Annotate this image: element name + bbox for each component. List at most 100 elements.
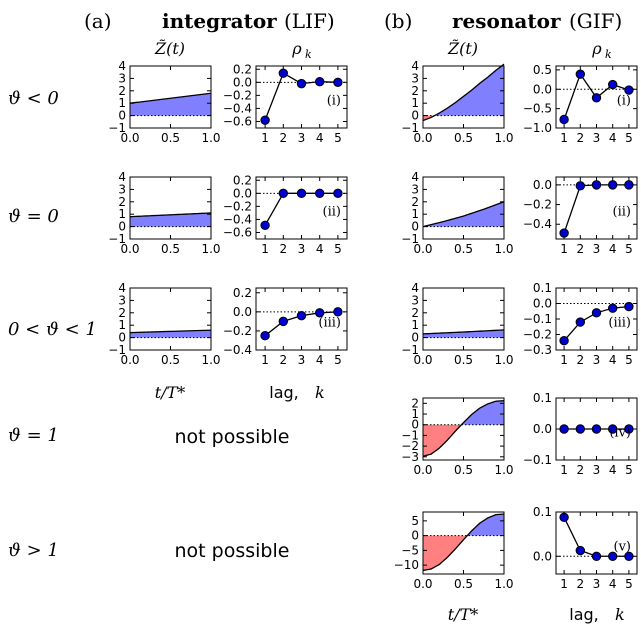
- y-tick-label: 2: [411, 84, 419, 98]
- xlabel-z-a: t/T*: [155, 383, 186, 402]
- col-title-z-b: Z̃(t): [447, 39, 478, 58]
- x-tick-label: 5: [334, 242, 342, 256]
- panel-annotation: (i): [617, 93, 631, 108]
- y-tick-label: −0.2: [223, 88, 252, 102]
- data-point-3: [296, 78, 307, 89]
- data-point-1: [559, 336, 569, 346]
- y-tick-label: 1: [411, 96, 419, 110]
- y-tick-label: −2: [401, 439, 419, 453]
- header-b-bold: resonator: [452, 9, 561, 33]
- y-tick-label: 0.2: [233, 62, 252, 76]
- y-tick-label: −0.6: [223, 114, 252, 128]
- x-tick-label: 5: [334, 131, 342, 145]
- x-tick-label: 0.0: [120, 131, 139, 145]
- y-tick-label: 4: [411, 281, 419, 295]
- x-tick-label: 0.5: [161, 131, 180, 145]
- data-point-3: [591, 551, 602, 561]
- y-tick-label: −0.4: [223, 212, 252, 226]
- panel-b5-rho: (v) 0.0 0.1 1 2 3 4 5: [533, 505, 638, 591]
- y-tick-label: −0.1: [523, 312, 552, 326]
- y-tick-label: −0.5: [523, 102, 552, 116]
- y-tick-label: 0.0: [233, 305, 252, 319]
- x-tick-label: 0.5: [454, 353, 473, 367]
- data-point-4: [315, 188, 325, 199]
- x-tick-label: 4: [316, 353, 324, 367]
- y-tick-label: −0.2: [223, 324, 252, 338]
- y-tick-label: 2: [118, 195, 126, 209]
- y-tick-label: 0.2: [233, 286, 252, 300]
- x-tick-label: 5: [625, 463, 633, 477]
- y-tick-label: 0.0: [233, 75, 252, 89]
- x-tick-label: 2: [576, 353, 584, 367]
- x-tick-label: 1.0: [494, 353, 513, 367]
- data-point-1: [260, 115, 270, 125]
- panel-annotation: (ii): [323, 204, 341, 219]
- x-tick-label: 2: [576, 463, 584, 477]
- y-tick-label: 0.0: [233, 186, 252, 200]
- row-label-2: ϑ = 0: [8, 206, 59, 227]
- x-tick-label: 0.5: [454, 242, 473, 256]
- panel-a3-rho: (iii) −0.4 −0.2 0.0 0.2 1 2 3 4 5: [223, 286, 348, 367]
- data-point-1: [559, 114, 569, 125]
- x-tick-label: 0.0: [413, 353, 432, 367]
- x-tick-label: 2: [279, 131, 287, 145]
- y-tick-label: 3: [118, 293, 126, 307]
- y-tick-label: 0: [411, 331, 419, 345]
- y-tick-label: 0: [411, 529, 419, 543]
- series-line: [129, 329, 212, 334]
- panel-annotation: (iii): [318, 315, 341, 330]
- y-tick-label: −1: [401, 428, 419, 442]
- y-tick-label: −0.2: [223, 199, 252, 213]
- y-tick-label: 0: [118, 331, 126, 345]
- panel-b2-rho: (ii) −0.4 −0.2 0.0 1 2 3 4 5: [523, 176, 638, 256]
- data-point-3: [296, 310, 307, 321]
- col-title-rho-b: ρ k: [591, 39, 612, 61]
- series-line: [422, 201, 505, 228]
- x-tick-label: 0.0: [120, 353, 139, 367]
- x-tick-label: 0.0: [413, 131, 432, 145]
- data-point-2: [575, 69, 585, 79]
- panel-a1-rho: (i) −0.6−0.4−0.20.00.2 1 2 3 4 5: [223, 62, 348, 145]
- panel-b1-rho: (i) −1.0 −0.5 0.0 0.5 1 2 3 4 5: [523, 63, 638, 145]
- header-b-rest: (GIF): [569, 9, 622, 33]
- x-tick-label: 2: [576, 242, 584, 256]
- axes-frame: [422, 287, 505, 351]
- y-tick-label: −1: [108, 232, 126, 246]
- y-tick-label: −10: [394, 558, 419, 572]
- xlabel-rho-prefix: lag,: [269, 383, 299, 402]
- x-tick-label: 0.5: [454, 131, 473, 145]
- y-tick-label: 4: [411, 59, 419, 73]
- xlabel-rho-prefix: lag,: [569, 605, 599, 624]
- y-tick-label: 1: [118, 318, 126, 332]
- axes-frame: [129, 176, 212, 240]
- x-tick-label: 5: [625, 242, 633, 256]
- x-tick-label: 1: [261, 131, 269, 145]
- x-tick-label: 1.0: [201, 131, 220, 145]
- y-tick-label: −1: [108, 343, 126, 357]
- x-tick-label: 3: [298, 242, 306, 256]
- data-point-2: [278, 188, 288, 199]
- y-tick-label: 0.0: [533, 422, 552, 436]
- data-point-4: [315, 76, 325, 87]
- x-tick-label: 3: [593, 353, 601, 367]
- y-tick-label: 0.1: [533, 391, 552, 405]
- panel-annotation: (iii): [608, 315, 631, 330]
- x-tick-label: 1.0: [494, 463, 513, 477]
- area-negative: [423, 115, 504, 121]
- x-tick-label: 1.0: [494, 242, 513, 256]
- x-tick-label: 0.0: [120, 242, 139, 256]
- x-tick-label: 3: [298, 353, 306, 367]
- xlabel-z-b: t/T*: [448, 605, 479, 624]
- header-b: (b) resonator (GIF): [384, 9, 622, 33]
- data-point-2: [278, 316, 288, 327]
- y-tick-label: 5: [411, 514, 419, 528]
- y-tick-label: −0.4: [223, 101, 252, 115]
- row-label-3: 0 < ϑ < 1: [8, 319, 97, 340]
- data-point-5: [333, 307, 343, 317]
- y-tick-label: 4: [411, 170, 419, 184]
